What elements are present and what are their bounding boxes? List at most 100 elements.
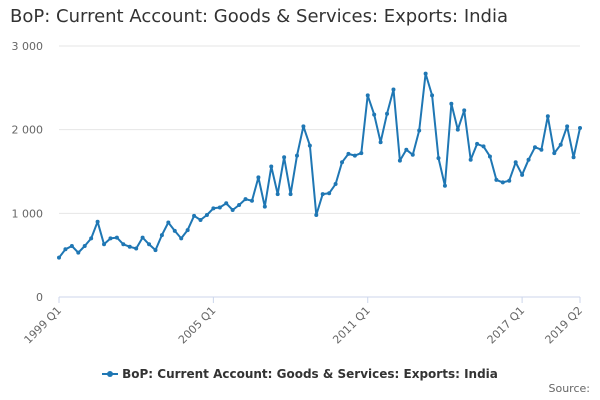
data-point bbox=[211, 206, 216, 211]
data-point bbox=[153, 248, 158, 253]
data-point bbox=[69, 243, 74, 248]
data-point bbox=[166, 220, 171, 225]
data-point bbox=[378, 140, 383, 145]
data-point bbox=[314, 213, 319, 218]
data-point bbox=[134, 246, 139, 251]
data-point bbox=[172, 228, 177, 233]
data-point bbox=[558, 142, 563, 147]
data-point bbox=[294, 153, 299, 158]
series-line bbox=[58, 72, 581, 259]
data-point bbox=[462, 108, 467, 113]
x-tick-label: 2011 Q1 bbox=[330, 304, 373, 347]
data-point bbox=[301, 124, 306, 129]
data-point bbox=[269, 164, 274, 169]
data-point bbox=[147, 242, 152, 247]
data-point bbox=[204, 213, 209, 218]
data-point bbox=[320, 192, 325, 197]
data-point bbox=[423, 71, 428, 76]
x-tick-label: 2005 Q1 bbox=[176, 304, 219, 347]
data-point bbox=[552, 151, 557, 156]
data-point bbox=[513, 160, 518, 165]
data-point bbox=[185, 228, 190, 233]
data-point bbox=[391, 87, 396, 92]
data-point bbox=[340, 160, 345, 165]
data-point bbox=[82, 243, 87, 248]
data-point bbox=[430, 93, 435, 98]
data-point bbox=[140, 235, 145, 240]
series-group bbox=[57, 71, 582, 260]
data-point bbox=[256, 175, 261, 180]
data-point bbox=[282, 155, 287, 160]
data-point bbox=[359, 151, 364, 156]
data-point bbox=[102, 242, 107, 247]
data-point bbox=[288, 192, 293, 197]
x-tick-label: 1999 Q1 bbox=[22, 304, 65, 347]
data-point bbox=[571, 155, 576, 160]
data-point bbox=[539, 147, 544, 152]
y-axis: 0 1 000 2 000 3 000 bbox=[12, 40, 44, 304]
source-label: Source: bbox=[548, 382, 591, 395]
data-point bbox=[230, 207, 235, 212]
y-tick-label: 1 000 bbox=[12, 207, 44, 220]
data-point bbox=[532, 145, 537, 150]
data-point bbox=[449, 101, 454, 106]
legend-label: BoP: Current Account: Goods & Services: … bbox=[122, 367, 498, 381]
data-point bbox=[352, 153, 357, 158]
data-point bbox=[89, 236, 94, 241]
y-tick-label: 2 000 bbox=[12, 124, 44, 137]
x-tick-label: 2017 Q1 bbox=[485, 304, 528, 347]
chart-title: BoP: Current Account: Goods & Services: … bbox=[10, 6, 508, 27]
data-point bbox=[520, 172, 525, 177]
data-point bbox=[249, 198, 254, 203]
data-point bbox=[455, 127, 460, 132]
data-point bbox=[95, 219, 100, 224]
y-tick-label: 0 bbox=[36, 291, 43, 304]
data-point bbox=[468, 157, 473, 162]
data-point bbox=[417, 128, 422, 133]
data-point bbox=[224, 201, 229, 206]
x-axis: 1999 Q1 2005 Q1 2011 Q1 2017 Q1 2019 Q2 bbox=[22, 297, 586, 347]
data-point bbox=[217, 205, 222, 210]
data-point bbox=[333, 182, 338, 187]
data-point bbox=[545, 114, 550, 119]
data-point bbox=[179, 236, 184, 241]
data-point bbox=[76, 250, 81, 255]
data-point bbox=[327, 191, 332, 196]
data-point bbox=[192, 213, 197, 218]
data-point bbox=[410, 152, 415, 157]
data-point bbox=[500, 180, 505, 185]
data-point bbox=[565, 124, 570, 129]
data-point bbox=[57, 255, 61, 260]
data-point bbox=[237, 202, 242, 207]
data-point bbox=[114, 235, 119, 240]
data-point bbox=[397, 158, 402, 163]
data-point bbox=[127, 244, 132, 249]
data-point bbox=[365, 93, 370, 98]
data-point bbox=[108, 236, 113, 241]
data-point bbox=[372, 112, 377, 117]
legend[interactable]: BoP: Current Account: Goods & Services: … bbox=[0, 366, 600, 382]
data-point bbox=[346, 151, 351, 156]
y-tick-label: 3 000 bbox=[12, 40, 44, 53]
x-tick-label: 2019 Q2 bbox=[543, 304, 586, 347]
data-point bbox=[159, 233, 164, 238]
data-point bbox=[481, 144, 486, 149]
data-point bbox=[526, 157, 531, 162]
data-point bbox=[243, 197, 248, 202]
data-point bbox=[275, 192, 280, 197]
data-point bbox=[262, 204, 267, 209]
data-point bbox=[494, 177, 499, 182]
data-point bbox=[475, 141, 480, 146]
data-point bbox=[578, 125, 582, 130]
legend-swatch bbox=[102, 368, 119, 380]
data-point bbox=[487, 154, 492, 159]
data-point bbox=[198, 218, 203, 223]
data-point bbox=[442, 183, 447, 188]
data-point bbox=[121, 242, 126, 247]
data-point bbox=[63, 247, 68, 252]
data-point bbox=[385, 111, 390, 116]
data-point bbox=[507, 178, 512, 183]
data-point bbox=[404, 147, 409, 152]
data-point bbox=[307, 143, 312, 148]
